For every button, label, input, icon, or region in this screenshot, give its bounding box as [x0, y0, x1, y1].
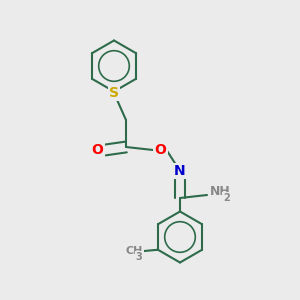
- Text: N: N: [174, 164, 186, 178]
- Text: CH: CH: [125, 246, 142, 256]
- Text: NH: NH: [210, 185, 231, 199]
- Text: O: O: [154, 143, 166, 157]
- Text: 3: 3: [136, 252, 142, 262]
- Text: 2: 2: [223, 193, 230, 203]
- Text: S: S: [109, 86, 119, 100]
- Text: O: O: [92, 143, 104, 157]
